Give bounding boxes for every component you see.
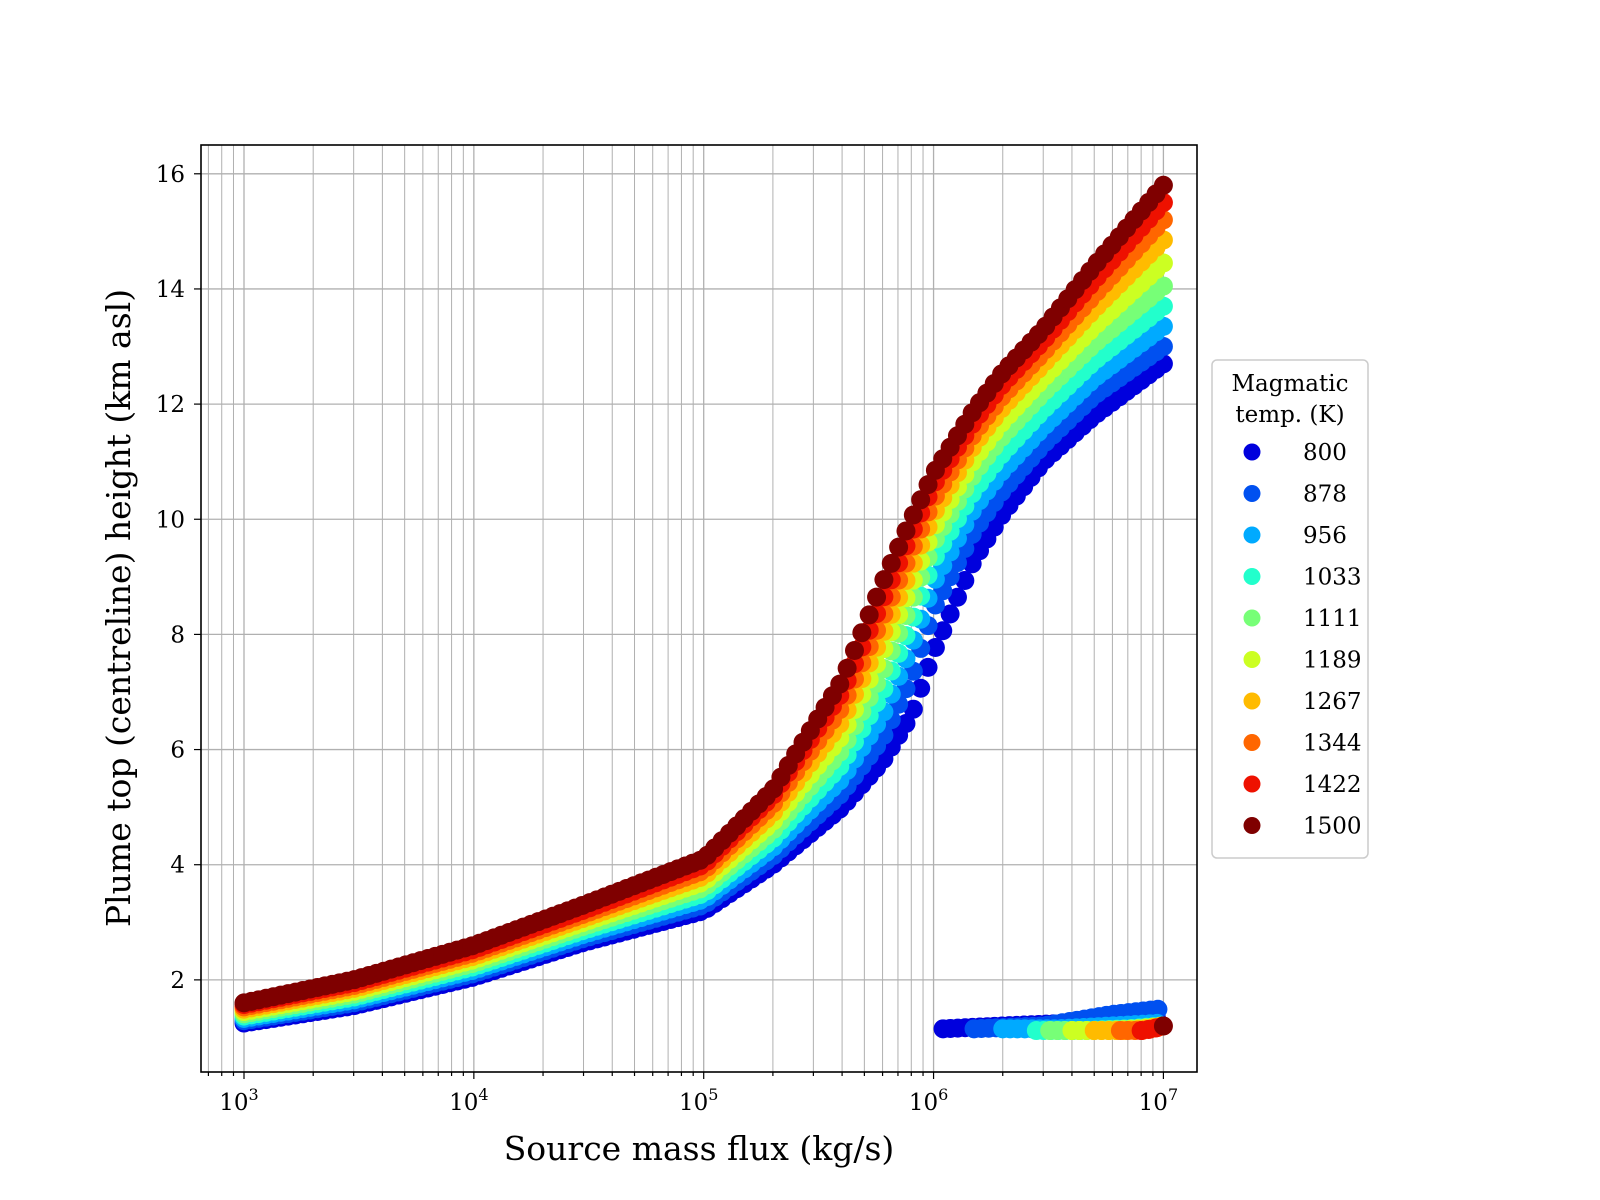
legend-marker bbox=[1243, 775, 1261, 793]
legend-marker bbox=[1243, 443, 1261, 461]
legend-label: 1267 bbox=[1303, 689, 1362, 715]
y-tick-label: 6 bbox=[170, 738, 185, 764]
tick-labels: 2 4 6 8 10 12 14 16 103 104 105 106 107 bbox=[156, 162, 1178, 1116]
data-point bbox=[1153, 316, 1173, 336]
data-point bbox=[918, 657, 938, 677]
x-tick-label: 106 bbox=[909, 1085, 948, 1116]
data-point bbox=[867, 587, 887, 607]
legend-marker bbox=[1243, 692, 1261, 710]
data-point bbox=[1153, 337, 1173, 357]
y-tick-label: 2 bbox=[170, 968, 185, 994]
legend-marker bbox=[1243, 485, 1261, 502]
data-point bbox=[1153, 175, 1173, 195]
data-point bbox=[903, 505, 923, 525]
data-point bbox=[859, 605, 879, 625]
legend-label: 1500 bbox=[1303, 814, 1362, 840]
legend-label: 1344 bbox=[1303, 731, 1362, 757]
x-tick-label: 107 bbox=[1139, 1085, 1178, 1116]
data-point bbox=[911, 678, 931, 698]
data-point bbox=[852, 623, 872, 643]
y-tick-label: 4 bbox=[170, 853, 185, 879]
data-point bbox=[940, 604, 960, 624]
legend: Magmatic temp. (K) 800 878 956 1033 1111 1189… bbox=[1211, 359, 1369, 859]
data-point bbox=[881, 553, 901, 573]
data-point bbox=[889, 537, 909, 557]
legend-box bbox=[1211, 359, 1369, 859]
data-point bbox=[1153, 276, 1173, 296]
data-point bbox=[903, 699, 923, 719]
data-point bbox=[925, 637, 945, 657]
legend-marker bbox=[1243, 651, 1261, 668]
data-point bbox=[933, 621, 953, 641]
y-tick-label: 10 bbox=[156, 507, 185, 533]
x-tick-label: 104 bbox=[449, 1085, 488, 1116]
legend-label: 878 bbox=[1303, 482, 1347, 508]
legend-label: 1033 bbox=[1303, 565, 1362, 591]
data-point bbox=[1153, 1016, 1173, 1036]
data-point bbox=[911, 490, 931, 510]
y-axis-title: Plume top (centreline) height (km asl) bbox=[99, 289, 138, 927]
data-point bbox=[1148, 999, 1168, 1019]
y-tick-label: 12 bbox=[156, 392, 185, 418]
x-tick-label: 103 bbox=[219, 1085, 258, 1116]
x-axis-title: Source mass flux (kg/s) bbox=[504, 1129, 895, 1168]
legend-marker bbox=[1243, 568, 1261, 585]
data-point bbox=[896, 521, 916, 541]
data-point bbox=[1153, 296, 1173, 316]
legend-label: 1111 bbox=[1303, 606, 1362, 632]
data-point bbox=[918, 475, 938, 495]
legend-marker bbox=[1243, 526, 1261, 544]
x-tick-label: 105 bbox=[679, 1085, 718, 1116]
plot-area bbox=[201, 145, 1197, 1072]
data-point bbox=[1153, 253, 1173, 273]
legend-label: 956 bbox=[1303, 523, 1347, 549]
data-point bbox=[830, 674, 850, 694]
data-point bbox=[837, 658, 857, 678]
y-tick-label: 8 bbox=[170, 622, 185, 648]
data-point bbox=[955, 571, 975, 591]
y-tick-label: 16 bbox=[156, 162, 185, 188]
data-point bbox=[874, 570, 894, 590]
legend-label: 1422 bbox=[1303, 772, 1362, 798]
legend-label: 800 bbox=[1303, 440, 1347, 466]
data-point bbox=[844, 640, 864, 660]
legend-title-line-2: temp. (K) bbox=[1235, 402, 1344, 428]
scatter-points bbox=[234, 175, 1173, 1041]
legend-entries: 800 878 956 1033 1111 1189 1267 1344 1422 1500 bbox=[1243, 440, 1362, 840]
legend-marker bbox=[1243, 609, 1261, 627]
legend-marker bbox=[1243, 734, 1261, 751]
legend-label: 1189 bbox=[1303, 648, 1362, 674]
axis-ticks bbox=[194, 173, 1165, 1079]
y-tick-label: 14 bbox=[156, 277, 185, 303]
plot-frame bbox=[200, 144, 1198, 1073]
legend-title-line-1: Magmatic bbox=[1232, 371, 1349, 397]
data-point bbox=[896, 714, 916, 734]
data-point bbox=[947, 587, 967, 607]
legend-marker bbox=[1243, 817, 1261, 834]
